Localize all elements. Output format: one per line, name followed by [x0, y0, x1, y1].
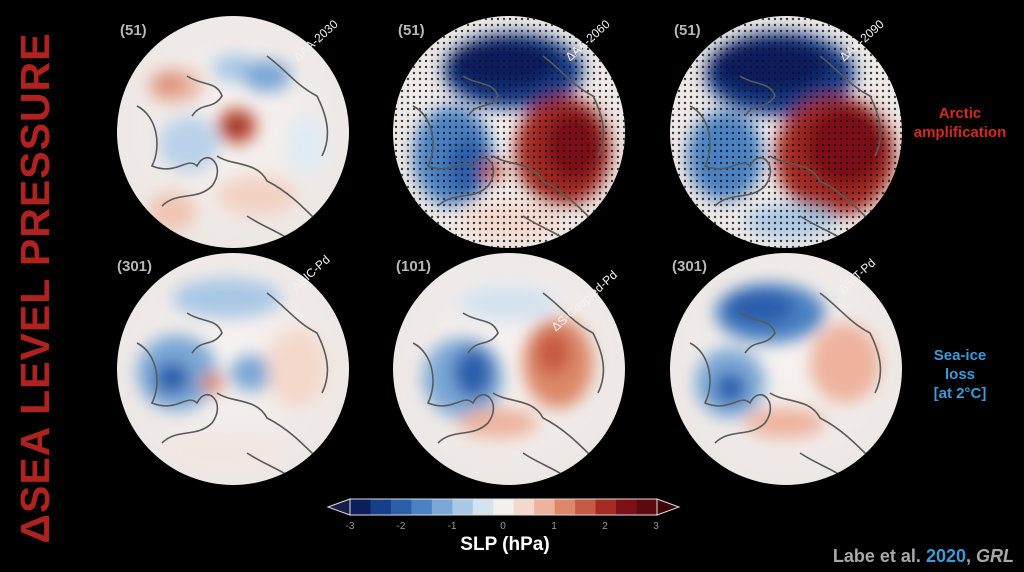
map-sic-pd [117, 253, 349, 485]
row-label-arctic-amplification: Arctic amplification [913, 105, 1007, 141]
map-aa-2030 [117, 16, 349, 248]
colorbar-swatch [636, 499, 658, 515]
colorbar-tick: 0 [500, 521, 506, 532]
sample-count: (301) [672, 258, 708, 275]
colorbar-swatch [370, 499, 392, 515]
colorbar-swatch [554, 499, 576, 515]
colorbar-swatch [390, 499, 412, 515]
colorbar-tick: 1 [551, 521, 557, 532]
citation-authors: Labe et al. [832, 546, 921, 566]
citation-journal: GRL [976, 546, 1014, 566]
colorbar-extend-low [326, 498, 351, 516]
colorbar-swatch [513, 499, 535, 515]
sample-count: (51) [398, 22, 425, 39]
colorbar-swatch [472, 499, 494, 515]
map-s-coupled-pd [393, 253, 625, 485]
sample-count: (51) [120, 22, 147, 39]
map-sit-pd [670, 253, 902, 485]
colorbar-tick: -3 [345, 521, 355, 532]
colorbar-swatch [534, 499, 556, 515]
colorbar-swatch [431, 499, 453, 515]
citation-year: 2020 [925, 546, 966, 566]
colorbar-swatch [350, 499, 371, 515]
figure-title: ΔSEA LEVEL PRESSURE [12, 32, 58, 544]
map-aa-2090 [670, 16, 902, 248]
colorbar-swatch [493, 499, 515, 515]
sample-count: (101) [396, 258, 432, 275]
citation: Labe et al. 2020, GRL [833, 546, 1014, 567]
colorbar-tick: -1 [447, 521, 457, 532]
colorbar-tick: 2 [602, 521, 608, 532]
colorbar [326, 497, 681, 517]
colorbar-label: SLP (hPa) [460, 534, 550, 555]
citation-separator: , [965, 546, 976, 566]
sample-count: (301) [117, 258, 153, 275]
row-label-sea-ice-loss: Sea-ice loss [at 2°C] [933, 347, 987, 402]
colorbar-swatch [411, 499, 433, 515]
colorbar-swatch [575, 499, 597, 515]
colorbar-swatch [595, 499, 617, 515]
colorbar-swatch [616, 499, 638, 515]
sample-count: (51) [674, 22, 701, 39]
colorbar-tick: -2 [396, 521, 406, 532]
colorbar-swatch [452, 499, 474, 515]
map-aa-2060 [393, 16, 625, 248]
colorbar-outline [349, 498, 658, 516]
colorbar-tick: 3 [653, 521, 659, 532]
colorbar-extend-high [656, 498, 681, 516]
